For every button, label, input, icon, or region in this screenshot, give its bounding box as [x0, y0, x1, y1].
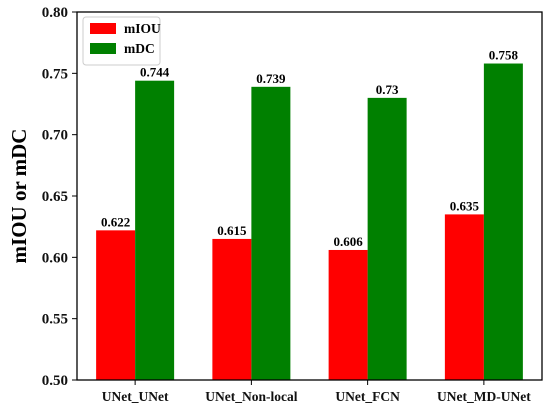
- x-axis: UNet_UNet UNet_Non-local UNet_FCN UNet_MD-U…: [102, 380, 531, 404]
- value-labels-group: 0.622 0.744 0.615 0.739 0.606 0.73 0.635 0.758: [101, 48, 519, 249]
- y-tick-label-3: 0.65: [42, 189, 68, 205]
- y-tick-label-4: 0.70: [42, 128, 68, 144]
- value-label-miou-1: 0.615: [217, 223, 247, 238]
- bar-miou-0: [96, 230, 136, 380]
- x-tick-label-2: UNet_FCN: [335, 389, 400, 404]
- y-axis: 0.50 0.55 0.60 0.65 0.70 0.75 0.80: [42, 5, 77, 389]
- legend: mIOU mDC: [82, 16, 161, 66]
- value-label-miou-0: 0.622: [101, 214, 130, 229]
- value-label-miou-2: 0.606: [334, 234, 364, 249]
- y-tick-label-6: 0.80: [42, 5, 68, 21]
- bar-mdc-1: [251, 86, 291, 381]
- bar-miou-3: [444, 214, 484, 380]
- y-tick-label-2: 0.60: [42, 250, 68, 266]
- legend-swatch-mdc: [90, 43, 116, 54]
- legend-label-mdc: mDC: [124, 41, 155, 56]
- x-tick-label-1: UNet_Non-local: [205, 389, 297, 404]
- x-tick-label-3: UNet_MD-UNet: [437, 389, 531, 404]
- y-tick-label-5: 0.75: [42, 66, 68, 82]
- value-label-mdc-1: 0.739: [256, 71, 286, 86]
- value-label-miou-3: 0.635: [450, 198, 480, 213]
- bar-mdc-0: [135, 80, 175, 381]
- bar-mdc-2: [367, 97, 407, 380]
- bar-miou-1: [212, 238, 252, 380]
- legend-swatch-miou: [90, 23, 116, 34]
- y-tick-label-1: 0.55: [42, 312, 68, 328]
- bar-mdc-3: [483, 63, 523, 381]
- value-label-mdc-3: 0.758: [489, 48, 519, 63]
- y-tick-label-0: 0.50: [42, 373, 68, 389]
- bars-group: [96, 63, 523, 381]
- value-label-mdc-0: 0.744: [140, 65, 170, 80]
- legend-label-miou: mIOU: [124, 21, 161, 36]
- x-tick-label-0: UNet_UNet: [102, 389, 169, 404]
- bar-miou-2: [328, 249, 368, 380]
- y-axis-label: mIOU or mDC: [7, 129, 31, 264]
- value-label-mdc-2: 0.73: [376, 82, 399, 97]
